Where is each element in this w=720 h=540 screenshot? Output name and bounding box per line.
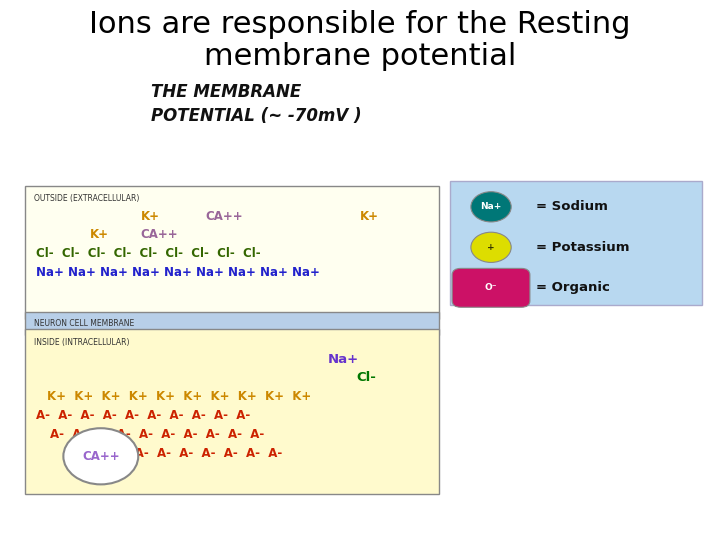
- FancyBboxPatch shape: [450, 181, 702, 305]
- Text: A-  A-  A-  A-  A-  A-  A-  A-  A-  A-: A- A- A- A- A- A- A- A- A- A-: [50, 428, 265, 441]
- Text: K+: K+: [360, 210, 379, 222]
- Text: = Organic: = Organic: [536, 281, 611, 294]
- Text: THE MEMBRANE: THE MEMBRANE: [151, 83, 302, 101]
- Text: NEURON CELL MEMBRANE: NEURON CELL MEMBRANE: [34, 319, 134, 328]
- FancyBboxPatch shape: [25, 312, 439, 335]
- Text: = Potassium: = Potassium: [536, 241, 630, 254]
- Text: A-  A-  A-  A-  A-  A-  A-  A-  A-  A-: A- A- A- A- A- A- A- A- A- A-: [36, 409, 251, 422]
- Text: = Sodium: = Sodium: [536, 200, 608, 213]
- Text: CA++: CA++: [140, 228, 178, 241]
- Text: Cl-: Cl-: [356, 371, 377, 384]
- FancyBboxPatch shape: [452, 268, 530, 307]
- Text: A-  A-  A-  A-  A-  A-  A-  A-  A-  A-: A- A- A- A- A- A- A- A- A- A-: [68, 447, 283, 460]
- Text: Ions are responsible for the Resting: Ions are responsible for the Resting: [89, 10, 631, 39]
- Text: POTENTIAL (~ -70mV ): POTENTIAL (~ -70mV ): [151, 107, 362, 125]
- Text: CA++: CA++: [205, 210, 243, 222]
- Text: OUTSIDE (EXTRACELLULAR): OUTSIDE (EXTRACELLULAR): [34, 194, 139, 204]
- Text: +: +: [487, 243, 495, 252]
- Text: CA++: CA++: [82, 450, 120, 463]
- Text: Cl-  Cl-  Cl-  Cl-  Cl-  Cl-  Cl-  Cl-  Cl-: Cl- Cl- Cl- Cl- Cl- Cl- Cl- Cl- Cl-: [36, 247, 261, 260]
- Text: K+: K+: [90, 228, 109, 241]
- Text: Na+ Na+ Na+ Na+ Na+ Na+ Na+ Na+ Na+: Na+ Na+ Na+ Na+ Na+ Na+ Na+ Na+ Na+: [36, 266, 320, 279]
- Text: membrane potential: membrane potential: [204, 42, 516, 71]
- Text: K+  K+  K+  K+  K+  K+  K+  K+  K+  K+: K+ K+ K+ K+ K+ K+ K+ K+ K+ K+: [47, 390, 311, 403]
- Text: K+: K+: [140, 210, 159, 222]
- Text: Na+: Na+: [480, 202, 502, 211]
- Circle shape: [63, 428, 138, 484]
- Circle shape: [471, 232, 511, 262]
- Text: O⁻: O⁻: [485, 284, 498, 292]
- Text: INSIDE (INTRACELLULAR): INSIDE (INTRACELLULAR): [34, 338, 130, 347]
- Text: Na+: Na+: [328, 353, 359, 366]
- FancyBboxPatch shape: [25, 186, 439, 319]
- Circle shape: [471, 192, 511, 222]
- FancyBboxPatch shape: [25, 329, 439, 494]
